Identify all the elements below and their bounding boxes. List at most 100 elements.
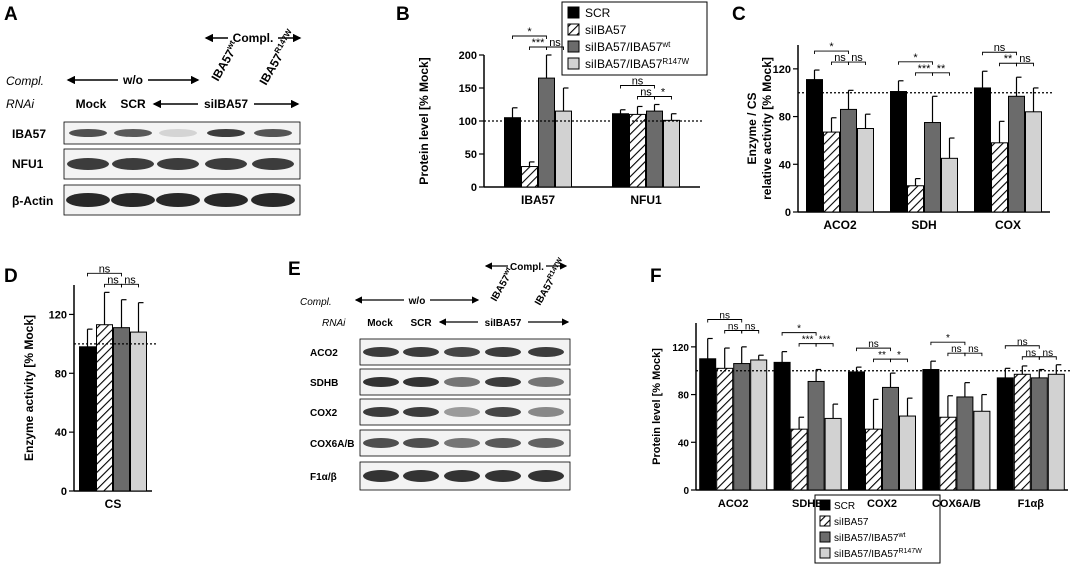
lane-scr-e: SCR — [410, 318, 432, 329]
legend-bottom: SCR siIBA57 siIBA57/IBA57wt siIBA57/IBA5… — [814, 494, 941, 564]
significance-label: ns — [728, 322, 739, 333]
legend-bottom-swatch-scr — [819, 499, 831, 511]
significance-bracket — [512, 35, 547, 39]
bar — [939, 416, 957, 491]
y-tick-label: 150 — [459, 83, 477, 95]
significance-label: ** — [1004, 53, 1013, 65]
blot-row-label-e-4: F1α/β — [310, 472, 337, 483]
compl-row-label-a: Compl. — [6, 74, 44, 88]
mut-main-a: IBA57 — [256, 51, 285, 88]
significance-bracket — [848, 61, 866, 66]
bar — [130, 331, 147, 492]
significance-bracket — [741, 330, 760, 334]
significance-label: ns — [834, 52, 846, 64]
bar — [1008, 95, 1025, 213]
bar — [1047, 373, 1065, 491]
lane-si-a: siIBA57 — [204, 97, 248, 111]
significance-bracket — [620, 85, 655, 89]
blot-a-band-1-3 — [205, 158, 247, 170]
y-tick-label: 40 — [779, 159, 791, 171]
y-tick-label: 50 — [465, 149, 477, 161]
blot-row-label-a-2: β-Actin — [12, 194, 53, 208]
y-tick-label: 80 — [678, 391, 690, 402]
significance-label: *** — [532, 37, 546, 49]
blot-a-band-0-4 — [254, 129, 292, 137]
bar — [824, 417, 842, 491]
bar — [773, 361, 791, 491]
lane-mock-a: Mock — [76, 97, 107, 111]
blot-a-band-2-3 — [204, 193, 248, 207]
significance-label: ns — [1043, 348, 1054, 359]
blot-e-band-1-4 — [528, 377, 564, 387]
significance-bracket — [898, 61, 933, 65]
significance-bracket — [964, 352, 983, 357]
panel-letter-d: D — [4, 266, 18, 287]
blot-a-band-2-4 — [251, 193, 295, 207]
blot-e-band-3-4 — [528, 438, 564, 448]
y-tick-label: 80 — [779, 112, 791, 124]
significance-bracket — [856, 347, 891, 352]
significance-bracket — [121, 283, 139, 288]
category-label: IBA57 — [521, 193, 555, 207]
blot-row-label-e-3: COX6A/B — [310, 439, 354, 450]
mut-sup-e: R147W — [546, 256, 564, 280]
legend-bottom-label-wt: siIBA57/IBA57wt — [834, 532, 906, 544]
y-tick-label: 40 — [55, 427, 67, 439]
bar — [806, 79, 823, 213]
significance-label: ** — [937, 63, 946, 75]
significance-bracket — [654, 96, 672, 100]
blot-a-band-1-2 — [157, 158, 199, 170]
legend-top-label-mut: siIBA57/IBA57R147W — [585, 57, 690, 71]
blot-a-band-0-1 — [114, 129, 152, 137]
y-tick-label: 0 — [61, 486, 67, 498]
significance-bracket — [1004, 345, 1040, 349]
blot-a-band-1-4 — [252, 158, 294, 170]
category-label: COX2 — [867, 498, 897, 510]
significance-bracket — [1016, 62, 1034, 67]
blot-e-band-0-0 — [363, 347, 399, 357]
chart-c: 0 40 80 120 Enzyme / CS relative activity [% … — [745, 41, 1054, 232]
wo-label-e: w/o — [408, 296, 426, 307]
y-axis-label: Protein level [% Mock] — [417, 57, 431, 184]
bar — [991, 142, 1008, 213]
significance-bracket — [890, 358, 908, 363]
blot-e-band-4-4 — [528, 470, 564, 482]
panel-letter-e: E — [288, 259, 301, 280]
bar — [974, 87, 991, 213]
panel-letter-c: C — [732, 4, 746, 25]
significance-label: ns — [107, 274, 119, 286]
significance-bracket — [707, 319, 743, 323]
category-label: SDH — [911, 218, 936, 232]
y-axis-label: relative activity [% Mock] — [760, 57, 774, 200]
legend-top-label-si: siIBA57 — [585, 23, 627, 37]
blot-e-band-1-2 — [444, 377, 480, 387]
blot-e-band-4-0 — [363, 470, 399, 482]
blot-row-label-a-1: NFU1 — [12, 157, 44, 171]
blot-e-band-0-2 — [444, 347, 480, 357]
significance-bracket — [87, 272, 122, 277]
legend-bottom-label-si: siIBA57 — [834, 517, 869, 528]
significance-bracket — [1038, 356, 1057, 360]
y-axis-label: Enzyme activity [% Mock] — [22, 315, 36, 461]
legend-bottom-label-mut: siIBA57/IBA57R147W — [834, 548, 922, 560]
blot-e-band-3-1 — [403, 438, 439, 448]
y-tick-label: 120 — [49, 309, 67, 321]
blot-e-band-0-3 — [485, 347, 521, 357]
bar — [612, 113, 629, 188]
blot-e-band-0-1 — [403, 347, 439, 357]
significance-label: * — [527, 26, 532, 38]
bar — [750, 359, 768, 491]
significance-label: * — [897, 350, 901, 361]
y-axis-label: Protein level [% Mock] — [651, 348, 663, 465]
blot-e-band-4-2 — [444, 470, 480, 482]
blot-e-band-3-2 — [444, 438, 480, 448]
compl-top-a: Compl. — [233, 31, 274, 45]
legend-top: SCR siIBA57 siIBA57/IBA57wt siIBA57/IBA5… — [561, 1, 708, 76]
significance-label: * — [797, 324, 801, 335]
blot-row-label-a-0: IBA57 — [12, 127, 46, 141]
panel-letter-a: A — [4, 4, 18, 25]
legend-bottom-swatch-si — [819, 515, 831, 527]
bar — [840, 108, 857, 213]
significance-label: ns — [994, 42, 1006, 54]
